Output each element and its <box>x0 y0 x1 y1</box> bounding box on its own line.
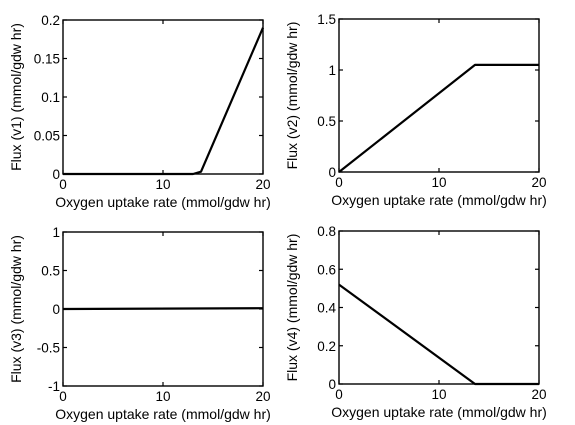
y-tick-label: 0.5 <box>41 264 60 279</box>
x-tick-label: 10 <box>155 177 170 192</box>
y-tick-label: 0.1 <box>41 90 60 105</box>
y-tick-label: 0.2 <box>317 339 336 354</box>
y-tick-label: 1.5 <box>317 12 336 27</box>
y-tick-label: 0.05 <box>34 129 60 144</box>
y-axis-label: Flux (v1) (mmol/gdw hr) <box>8 23 24 171</box>
x-tick-label: 0 <box>59 389 67 404</box>
y-axis-label: Flux (v3) (mmol/gdw hr) <box>8 235 24 383</box>
y-tick-label: 0.6 <box>317 262 336 277</box>
x-tick-label: 0 <box>59 177 67 192</box>
y-tick-label: 0.8 <box>317 224 336 239</box>
x-tick-label: 10 <box>431 175 446 190</box>
chart-panel-1: 0 10 20 0 0.05 0.1 0.15 0.2 Oxygen uptake rate (… <box>8 13 271 210</box>
y-tick-label: 0.15 <box>34 52 60 67</box>
x-tick-label: 10 <box>431 387 446 402</box>
x-tick-label: 20 <box>531 387 546 402</box>
x-tick-label: 20 <box>531 175 546 190</box>
x-axis-label: Oxygen uptake rate (mmol/gdw hr) <box>331 192 547 208</box>
y-tick-label: -1 <box>48 379 60 394</box>
series-line-1 <box>62 307 264 311</box>
series-line-1 <box>338 63 539 173</box>
x-tick-label: 20 <box>255 389 270 404</box>
series-line-1 <box>63 27 265 176</box>
y-tick-label: 1 <box>328 63 336 78</box>
x-tick-label: 0 <box>335 387 343 402</box>
y-tick-label: 0 <box>328 377 336 392</box>
chart-panel-3: 0 10 20 -1 -0.5 0 0.5 1 Oxygen uptake rate (mmol… <box>8 225 271 422</box>
x-axis-label: Oxygen uptake rate (mmol/gdw hr) <box>55 194 271 210</box>
y-axis-label: Flux (v2) (mmol/gdw hr) <box>284 22 300 170</box>
x-tick-label: 20 <box>255 177 270 192</box>
y-axis-label: Flux (v4) (mmol/gdw hr) <box>284 234 300 382</box>
y-tick-label: 0 <box>52 167 60 182</box>
y-tick-label: 0 <box>52 302 60 317</box>
chart-panel-2: 0 10 20 0 0.5 1 1.5 Oxygen uptake rate (mmol/gd… <box>284 12 547 208</box>
x-tick-label: 0 <box>335 175 343 190</box>
x-axis-label: Oxygen uptake rate (mmol/gdw hr) <box>55 406 271 422</box>
y-tick-label: 0 <box>328 165 336 180</box>
y-tick-label: 0.2 <box>41 13 60 28</box>
y-tick-label: 1 <box>52 225 60 240</box>
x-tick-label: 10 <box>155 389 170 404</box>
y-tick-label: 0.4 <box>317 301 336 316</box>
x-axis-label: Oxygen uptake rate (mmol/gdw hr) <box>331 404 547 420</box>
chart-panel-4: 0 10 20 0 0.2 0.4 0.6 0.8 Oxygen uptake rate (mm… <box>284 224 547 420</box>
y-tick-label: -0.5 <box>37 341 60 356</box>
series-line-1 <box>338 283 539 386</box>
y-tick-label: 0.5 <box>317 114 336 129</box>
